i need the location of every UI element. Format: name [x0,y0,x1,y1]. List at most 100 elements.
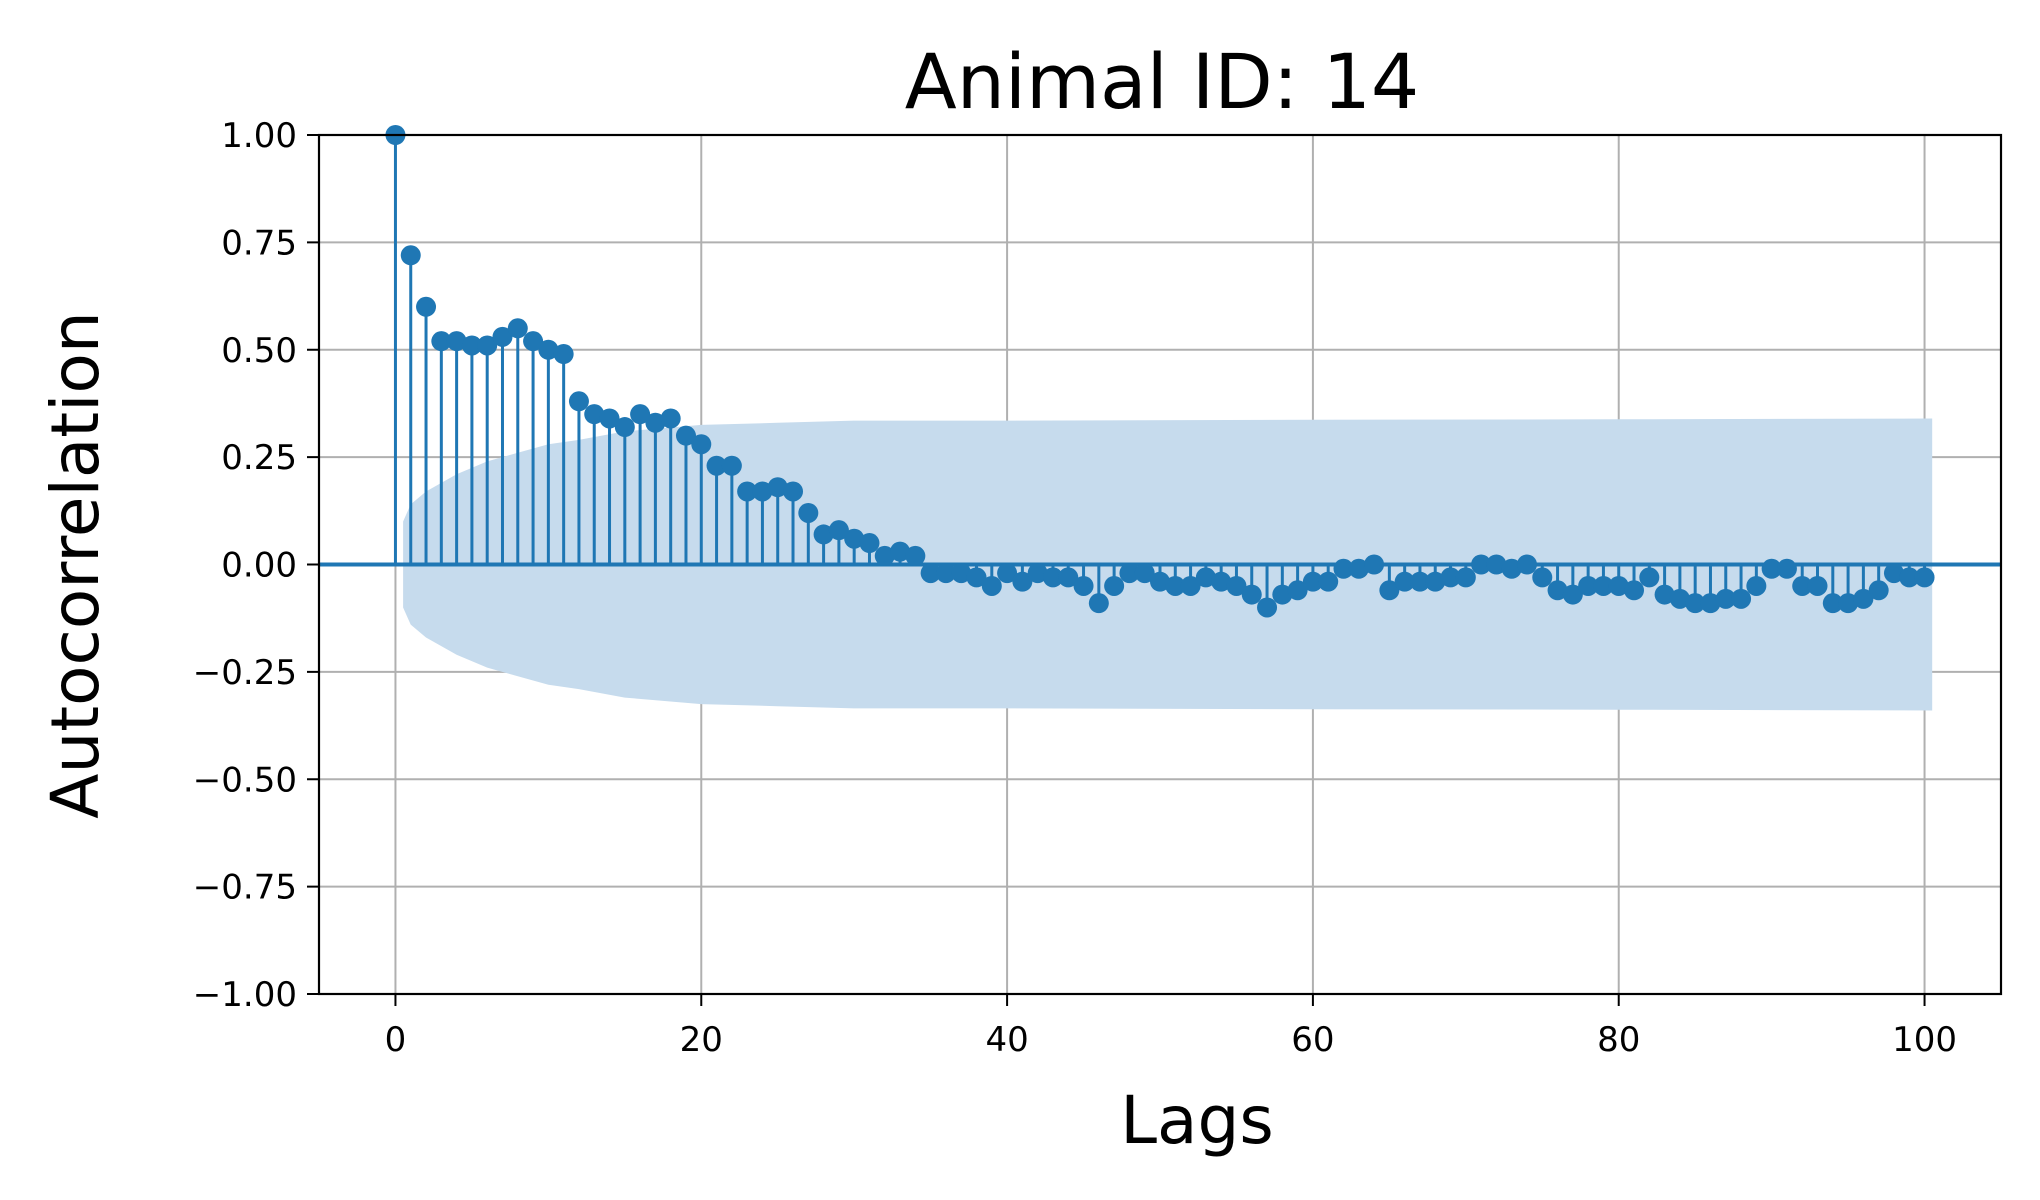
acf-point [1578,575,1599,596]
acf-point [798,502,819,523]
acf-point [1348,558,1369,579]
acf-point [1608,575,1629,596]
acf-point [1027,563,1048,584]
acf-point [1241,584,1262,605]
x-axis-label: Lags [1120,1082,1274,1159]
acf-point [1654,584,1675,605]
acf-point [1180,575,1201,596]
acf-point [660,408,681,429]
acf-point [400,245,421,266]
acf-point [1165,575,1186,596]
acf-point [1486,554,1507,575]
acf-point [1073,575,1094,596]
y-tick-label: −0.75 [193,868,297,908]
acf-point [1669,588,1690,609]
acf-point [1394,571,1415,592]
y-tick-label: 0.25 [221,438,297,478]
acf-point [1593,575,1614,596]
acf-point [523,331,544,352]
acf-point [1364,554,1385,575]
acf-point [905,545,926,566]
acf-point [492,326,513,347]
y-tick-label: 1.00 [221,116,297,156]
y-axis-label: Autocorrelation [37,311,114,818]
acf-point [1532,567,1553,588]
acf-point [645,412,666,433]
acf-point [1685,593,1706,614]
acf-point [1471,554,1492,575]
acf-point [1899,567,1920,588]
acf-point [1058,567,1079,588]
y-tick-label: 0.50 [221,331,297,371]
acf-point [935,563,956,584]
y-tick-label: −0.50 [193,760,297,800]
acf-point [1853,588,1874,609]
acf-point [813,524,834,545]
acf-point [737,481,758,502]
x-axis-ticks: 0 20 40 60 80 100 [385,994,1957,1060]
acf-point [890,541,911,562]
chart-title: Animal ID: 14 [905,37,1420,126]
acf-point [1792,575,1813,596]
acf-point [1822,593,1843,614]
acf-point [1914,567,1935,588]
acf-point [1302,571,1323,592]
acf-point [828,520,849,541]
acf-point [1088,593,1109,614]
acf-point [630,404,651,425]
acf-point [1700,593,1721,614]
acf-point [1195,567,1216,588]
acf-point [1134,563,1155,584]
y-tick-label: 0.00 [221,546,297,586]
acf-point [1547,580,1568,601]
acf-point [951,563,972,584]
acf-point [783,481,804,502]
acf-point [1272,584,1293,605]
acf-point [1868,580,1889,601]
acf-point [1455,567,1476,588]
x-tick-label: 60 [1291,1020,1334,1060]
acf-point [1516,554,1537,575]
acf-point [614,417,635,438]
acf-point [1746,575,1767,596]
acf-point [1562,584,1583,605]
acf-point [997,563,1018,584]
acf-point [752,481,773,502]
acf-point [874,545,895,566]
acf-point [1257,597,1278,618]
acf-point [767,477,788,498]
acf-point [691,434,712,455]
acf-point [706,455,727,476]
y-tick-label: −1.00 [193,975,297,1015]
acf-point [1333,558,1354,579]
acf-point [507,318,528,339]
acf-point [1624,580,1645,601]
acf-point [1731,588,1752,609]
acf-point [675,425,696,446]
acf-point [1425,571,1446,592]
y-tick-label: 0.75 [221,223,297,263]
acf-point [538,339,559,360]
acf-point [568,391,589,412]
acf-point [859,533,880,554]
x-tick-label: 40 [985,1020,1028,1060]
acf-point [1715,588,1736,609]
acf-point [1042,567,1063,588]
acf-point [1104,575,1125,596]
acf-point [1150,571,1170,592]
acf-point [1287,580,1308,601]
acf-point [599,408,620,429]
acf-point [1012,571,1033,592]
acf-point [1318,571,1339,592]
acf-point [1226,575,1247,596]
x-tick-label: 0 [385,1020,407,1060]
acf-point [461,335,482,356]
x-tick-label: 100 [1892,1020,1957,1060]
x-tick-label: 80 [1597,1020,1640,1060]
acf-point [1440,567,1461,588]
acf-markers [385,125,1935,618]
acf-point [1807,575,1828,596]
acf-point [431,331,452,352]
y-axis-ticks: 1.00 0.75 0.50 0.25 0.00 −0.25 −0.50 −0.75 −1.00 [193,116,319,1015]
